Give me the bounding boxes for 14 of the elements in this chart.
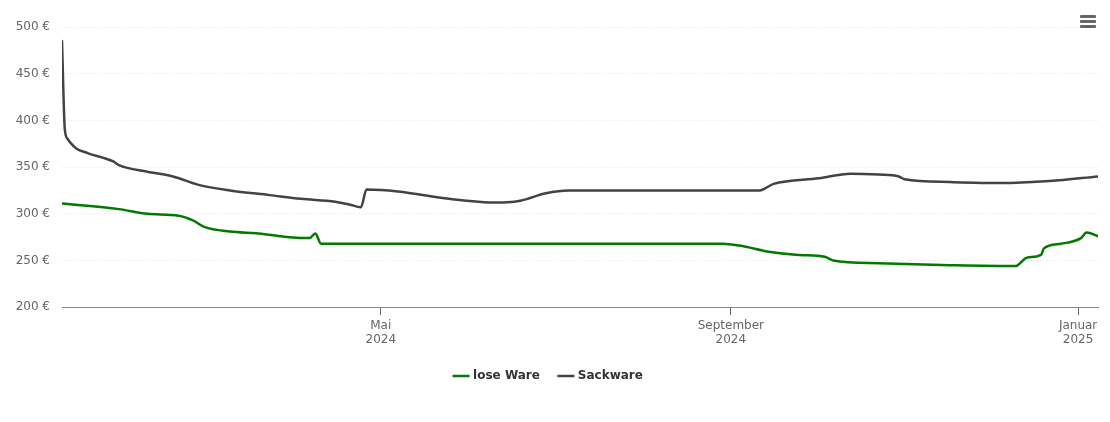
y-tick-label: 400 €	[15, 112, 50, 127]
y-tick-label: 200 €	[15, 299, 50, 314]
y-tick-label: 300 €	[15, 205, 50, 220]
y-tick-label: 250 €	[15, 252, 50, 267]
x-tick-label: Januar 2025	[1057, 317, 1098, 346]
y-tick-label: 350 €	[15, 159, 50, 174]
y-tick-label: 500 €	[15, 19, 50, 34]
x-tick-label: Mai 2024	[365, 317, 397, 346]
line-series	[62, 39, 1098, 209]
x-tick-label: September 2024	[697, 317, 765, 346]
y-tick-label: 450 €	[15, 65, 50, 80]
legend-label: lose Ware	[473, 368, 540, 383]
line-series	[62, 202, 1098, 268]
legend-label: Sackware	[577, 368, 643, 383]
